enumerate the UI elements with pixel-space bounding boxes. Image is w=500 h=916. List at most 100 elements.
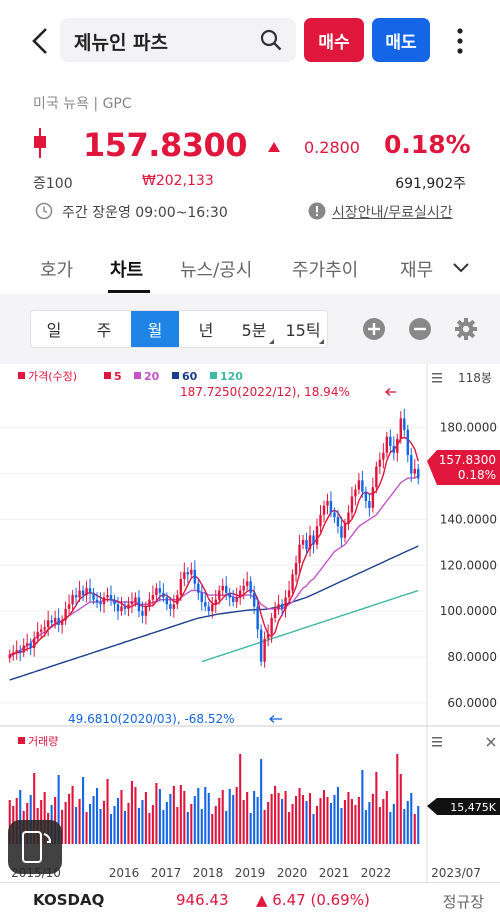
time-tick-label: 2018 (193, 866, 224, 880)
candle-body (287, 590, 291, 598)
volume-bar (200, 809, 203, 844)
candle-body (406, 429, 410, 456)
volume-bar (256, 797, 259, 844)
volume-bar (33, 773, 36, 844)
chart-toolbar: 일 주 월 년 5분 15틱 (0, 294, 500, 364)
buy-button[interactable]: 매수 (304, 18, 364, 62)
volume-bar (218, 798, 221, 844)
period-month[interactable]: 월 (131, 311, 179, 347)
volume-bar (235, 787, 238, 844)
up-triangle-icon (268, 142, 280, 152)
period-15tick[interactable]: 15틱 (279, 311, 327, 347)
tab-chart[interactable]: 차트 (110, 260, 144, 281)
low-annotation: 49.6810(2020/03), -68.52% (68, 712, 235, 726)
candle-body (259, 629, 263, 662)
volume-bar (207, 793, 210, 844)
back-arrow-icon[interactable] (28, 26, 52, 56)
period-week[interactable]: 주 (96, 321, 112, 340)
gear-icon[interactable] (454, 317, 478, 341)
zoom-in-icon[interactable] (362, 317, 386, 341)
candle-body (123, 606, 127, 609)
candle-body (169, 604, 172, 609)
volume-bar (68, 794, 71, 844)
legend-ma120: 120 (220, 370, 243, 383)
search-icon[interactable] (260, 29, 282, 51)
candle-body (109, 595, 113, 600)
tab-financials[interactable]: 재무 (400, 260, 434, 281)
volume-bar (193, 796, 196, 844)
more-options-icon[interactable] (452, 26, 468, 56)
floating-device-button[interactable] (8, 820, 62, 874)
candle-body (413, 468, 416, 474)
candle-body (294, 562, 298, 575)
candle-body (399, 418, 403, 440)
market-info-link[interactable]: 시장안내/무료실시간 (332, 205, 453, 221)
tab-news[interactable]: 뉴스/공시 (180, 260, 253, 281)
candle-body (280, 604, 284, 609)
volume-bar (347, 792, 350, 844)
volume-bar (239, 754, 242, 844)
time-tick-label: 2016 (109, 866, 140, 880)
info-icon[interactable] (308, 202, 326, 220)
volume-bar (385, 791, 388, 844)
candle-body (22, 645, 25, 653)
volume-bar (249, 813, 252, 844)
volume-bar (263, 810, 266, 844)
volume-bar (71, 786, 74, 844)
volume-bar (308, 793, 312, 844)
volume-bar (378, 807, 381, 844)
bar-count-control[interactable]: 118봉 (432, 371, 492, 385)
volume-bar (375, 772, 378, 844)
candle-body (336, 517, 340, 527)
search-box[interactable]: 제뉴인 파츠 (60, 18, 296, 62)
volume-bar (242, 800, 245, 844)
market-ticker: 미국 뉴욕 | GPC (33, 96, 132, 112)
candle-body (81, 590, 85, 596)
candle-body (39, 629, 43, 632)
chevron-down-icon[interactable] (452, 262, 470, 274)
candle-body (326, 501, 329, 506)
volume-bar (204, 787, 207, 844)
chart-background (0, 364, 500, 882)
candle-body (8, 654, 11, 659)
volume-bar (291, 804, 294, 844)
candle-body (120, 606, 123, 612)
candle-body (245, 581, 249, 586)
hamburger-icon[interactable] (432, 373, 442, 383)
candle-body (249, 581, 252, 593)
candle-body (179, 579, 183, 596)
candle-up-icon (34, 128, 46, 158)
close-icon[interactable] (486, 737, 496, 747)
candle-body (218, 590, 221, 600)
volume-bar (89, 804, 92, 844)
zoom-out-icon[interactable] (408, 317, 432, 341)
candle-body (12, 652, 15, 655)
candle-body (193, 569, 197, 584)
tab-orderbook[interactable]: 호가 (40, 260, 74, 281)
volume-bar (228, 789, 231, 844)
period-day[interactable]: 일 (46, 321, 62, 340)
volume-bar (315, 806, 319, 844)
volume-menu-icon[interactable] (432, 737, 442, 747)
price-chart[interactable]: 60.000080.0000100.0000120.0000140.000016… (0, 364, 500, 882)
period-5min[interactable]: 5분 (231, 311, 277, 347)
index-value: 946.43 (176, 891, 229, 909)
price-tick-label: 140.0000 (440, 512, 497, 526)
candle-body (284, 597, 287, 609)
volume-bar (267, 802, 270, 844)
candle-body (319, 514, 322, 527)
candle-body (242, 585, 245, 591)
volume-bar (225, 811, 228, 844)
tab-price-trend[interactable]: 주가추이 (292, 260, 359, 281)
sell-button[interactable]: 매도 (372, 18, 430, 62)
price-change-percent: 0.18% (384, 130, 471, 159)
candle-body (333, 512, 336, 518)
candle-body (252, 592, 256, 607)
index-ticker-bar[interactable]: KOSDAQ 946.43 ▲ 6.47 (0.69%) 정규장 (0, 882, 500, 916)
candle-body (155, 588, 158, 596)
period-year[interactable]: 년 (198, 321, 214, 340)
candle-body (361, 480, 364, 492)
candle-body (343, 523, 347, 538)
candle-body (151, 595, 155, 600)
legend-ma20: 20 (144, 370, 160, 383)
